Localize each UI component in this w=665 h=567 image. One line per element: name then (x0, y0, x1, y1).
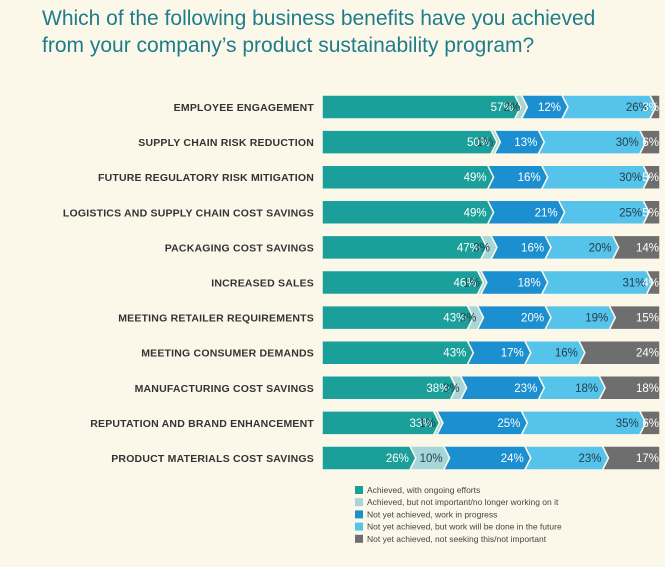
chart-title: from your company’s product sustainabili… (42, 34, 534, 57)
category-label: MANUFACTURING COST SAVINGS (135, 383, 314, 395)
value-label: 1% (477, 137, 494, 149)
value-label: 23% (514, 383, 537, 395)
category-label: LOGISTICS AND SUPPLY CHAIN COST SAVINGS (63, 207, 314, 219)
bar-segment (601, 445, 661, 471)
bar-segment (645, 269, 661, 296)
value-label: 26% (626, 102, 649, 114)
legend-label: Not yet achieved, work in progress (367, 509, 497, 519)
value-label: 33% (410, 418, 433, 430)
value-label: 17% (636, 453, 659, 465)
legend-swatch (355, 534, 363, 543)
bar-segment (608, 304, 661, 331)
value-label: 6% (642, 137, 659, 149)
value-label: 49% (464, 207, 487, 219)
bar-segment (577, 339, 661, 366)
legend-swatch (355, 486, 363, 494)
value-label: 50% (467, 137, 490, 149)
value-label: 25% (619, 207, 642, 219)
value-label: 31% (622, 278, 645, 290)
value-label: 19% (585, 313, 608, 325)
value-label: 5% (642, 172, 659, 184)
category-label: EMPLOYEE ENGAGEMENT (174, 102, 315, 114)
legend-label: Achieved, with ongoing efforts (367, 485, 480, 495)
value-label: 13% (514, 137, 537, 149)
value-label: 38% (426, 383, 449, 395)
bar-segment (638, 410, 661, 436)
bar-segment (648, 94, 661, 120)
value-label: 49% (464, 172, 487, 184)
value-label: 17% (501, 348, 524, 360)
value-label: 43% (443, 348, 466, 360)
value-label: 12% (538, 102, 561, 114)
value-label: 15% (636, 313, 659, 325)
legend-label: Not yet achieved, but work will be done … (367, 522, 562, 532)
category-label: SUPPLY CHAIN RISK REDUCTION (138, 137, 314, 149)
value-label: 46% (453, 278, 476, 290)
category-label: MEETING RETAILER REQUIREMENTS (118, 313, 314, 325)
value-label: 47% (457, 242, 480, 254)
value-label: 57% (491, 102, 514, 114)
legend-label: Achieved, but not important/no longer wo… (367, 497, 559, 507)
value-label: 43% (443, 313, 466, 325)
bar-segment (611, 234, 661, 261)
category-label: PRODUCT MATERIALS COST SAVINGS (111, 453, 314, 465)
category-label: INCREASED SALES (211, 278, 314, 290)
category-label: MEETING CONSUMER DEMANDS (141, 348, 314, 360)
chart-title: Which of the following business benefits… (42, 7, 595, 30)
value-label: 21% (535, 207, 558, 219)
value-label: 20% (521, 313, 544, 325)
value-label: 3% (642, 102, 659, 114)
category-label: PACKAGING COST SAVINGS (165, 242, 314, 254)
category-label: FUTURE REGULATORY RISK MITIGATION (98, 172, 314, 184)
value-label: 3% (473, 242, 490, 254)
legend-label: Not yet achieved, not seeking this/not i… (367, 534, 547, 544)
bar-segment (641, 199, 661, 226)
value-label: 35% (616, 418, 639, 430)
value-label: 3% (460, 313, 477, 325)
value-label: 24% (636, 348, 659, 360)
value-label: 16% (518, 172, 541, 184)
legend-swatch (355, 522, 363, 531)
value-label: 2% (504, 102, 521, 114)
value-label: 18% (575, 383, 598, 395)
value-label: 23% (579, 453, 602, 465)
legend-swatch (355, 498, 363, 507)
value-label: 4% (642, 278, 659, 290)
value-label: 3% (443, 383, 460, 395)
value-label: 16% (521, 242, 544, 254)
value-label: 1% (463, 278, 480, 290)
value-label: 25% (497, 418, 520, 430)
value-label: 10% (420, 453, 443, 465)
value-label: 1% (419, 418, 436, 430)
bar-segment (597, 375, 661, 401)
value-label: 5% (642, 207, 659, 219)
value-label: 6% (642, 418, 659, 430)
bar-segment (641, 164, 661, 190)
value-label: 30% (616, 137, 639, 149)
value-label: 30% (619, 172, 642, 184)
value-label: 18% (518, 278, 541, 290)
value-label: 16% (555, 348, 578, 360)
category-label: REPUTATION AND BRAND ENHANCEMENT (90, 418, 314, 430)
value-label: 24% (501, 453, 524, 465)
value-label: 18% (636, 383, 659, 395)
value-label: 14% (636, 242, 659, 254)
bar-segment (638, 129, 661, 155)
value-label: 20% (589, 242, 612, 254)
legend-swatch (355, 510, 363, 519)
value-label: 26% (386, 453, 409, 465)
